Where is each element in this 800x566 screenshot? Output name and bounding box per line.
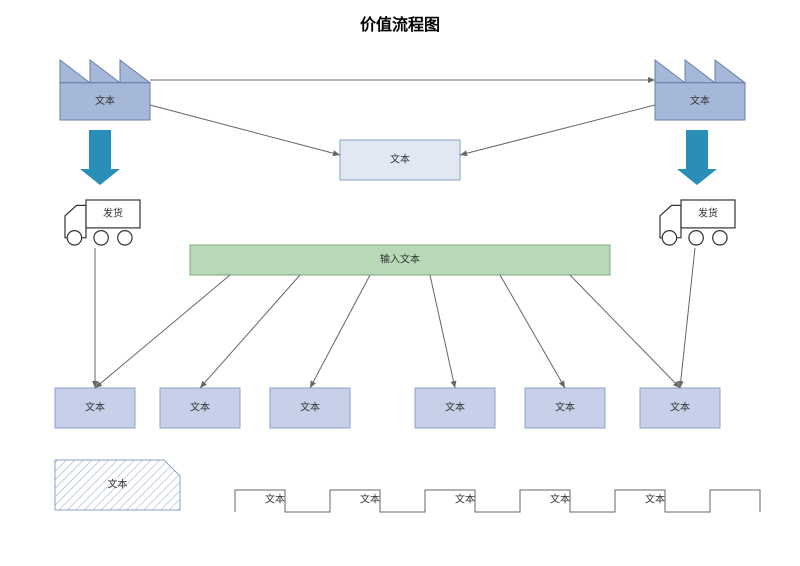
row-box-0-label: 文本 xyxy=(85,401,105,414)
step-label-1: 文本 xyxy=(360,493,380,506)
factory-left xyxy=(60,60,150,120)
row-box-5-label: 文本 xyxy=(670,401,690,414)
fat-arrow-0 xyxy=(80,130,120,185)
row-box-4-label: 文本 xyxy=(555,401,575,414)
truck-right-label: 发货 xyxy=(698,207,718,220)
fan-edge-0 xyxy=(95,275,230,388)
fan-edge-2 xyxy=(310,275,370,388)
step-label-4: 文本 xyxy=(645,493,665,506)
process-center-label: 文本 xyxy=(390,153,410,166)
diagram-title: 价值流程图 xyxy=(360,15,440,34)
step-label-3: 文本 xyxy=(550,493,570,506)
step-label-2: 文本 xyxy=(455,493,475,506)
input-bar-label: 输入文本 xyxy=(380,253,420,266)
factory-left-label: 文本 xyxy=(95,94,115,107)
edge-1 xyxy=(150,105,340,155)
fat-arrow-1 xyxy=(677,130,717,185)
row-box-1-label: 文本 xyxy=(190,401,210,414)
diagram-canvas: 价值流程图文本文本文本输入文本发货发货文本文本文本文本文本文本文本文本文本文本文… xyxy=(0,0,800,566)
factory-right xyxy=(655,60,745,120)
edge-4 xyxy=(680,248,695,388)
row-box-3-label: 文本 xyxy=(445,401,465,414)
step-label-0: 文本 xyxy=(265,493,285,506)
hatch-box-label: 文本 xyxy=(108,478,128,491)
row-box-2-label: 文本 xyxy=(300,401,320,414)
edge-2 xyxy=(460,105,655,155)
fan-edge-1 xyxy=(200,275,300,388)
truck-left xyxy=(65,200,140,245)
fan-edge-5 xyxy=(570,275,680,388)
factory-right-label: 文本 xyxy=(690,94,710,107)
truck-right xyxy=(660,200,735,245)
truck-left-label: 发货 xyxy=(103,207,123,220)
fan-edge-3 xyxy=(430,275,455,388)
fan-edge-4 xyxy=(500,275,565,388)
step-line xyxy=(235,490,760,512)
